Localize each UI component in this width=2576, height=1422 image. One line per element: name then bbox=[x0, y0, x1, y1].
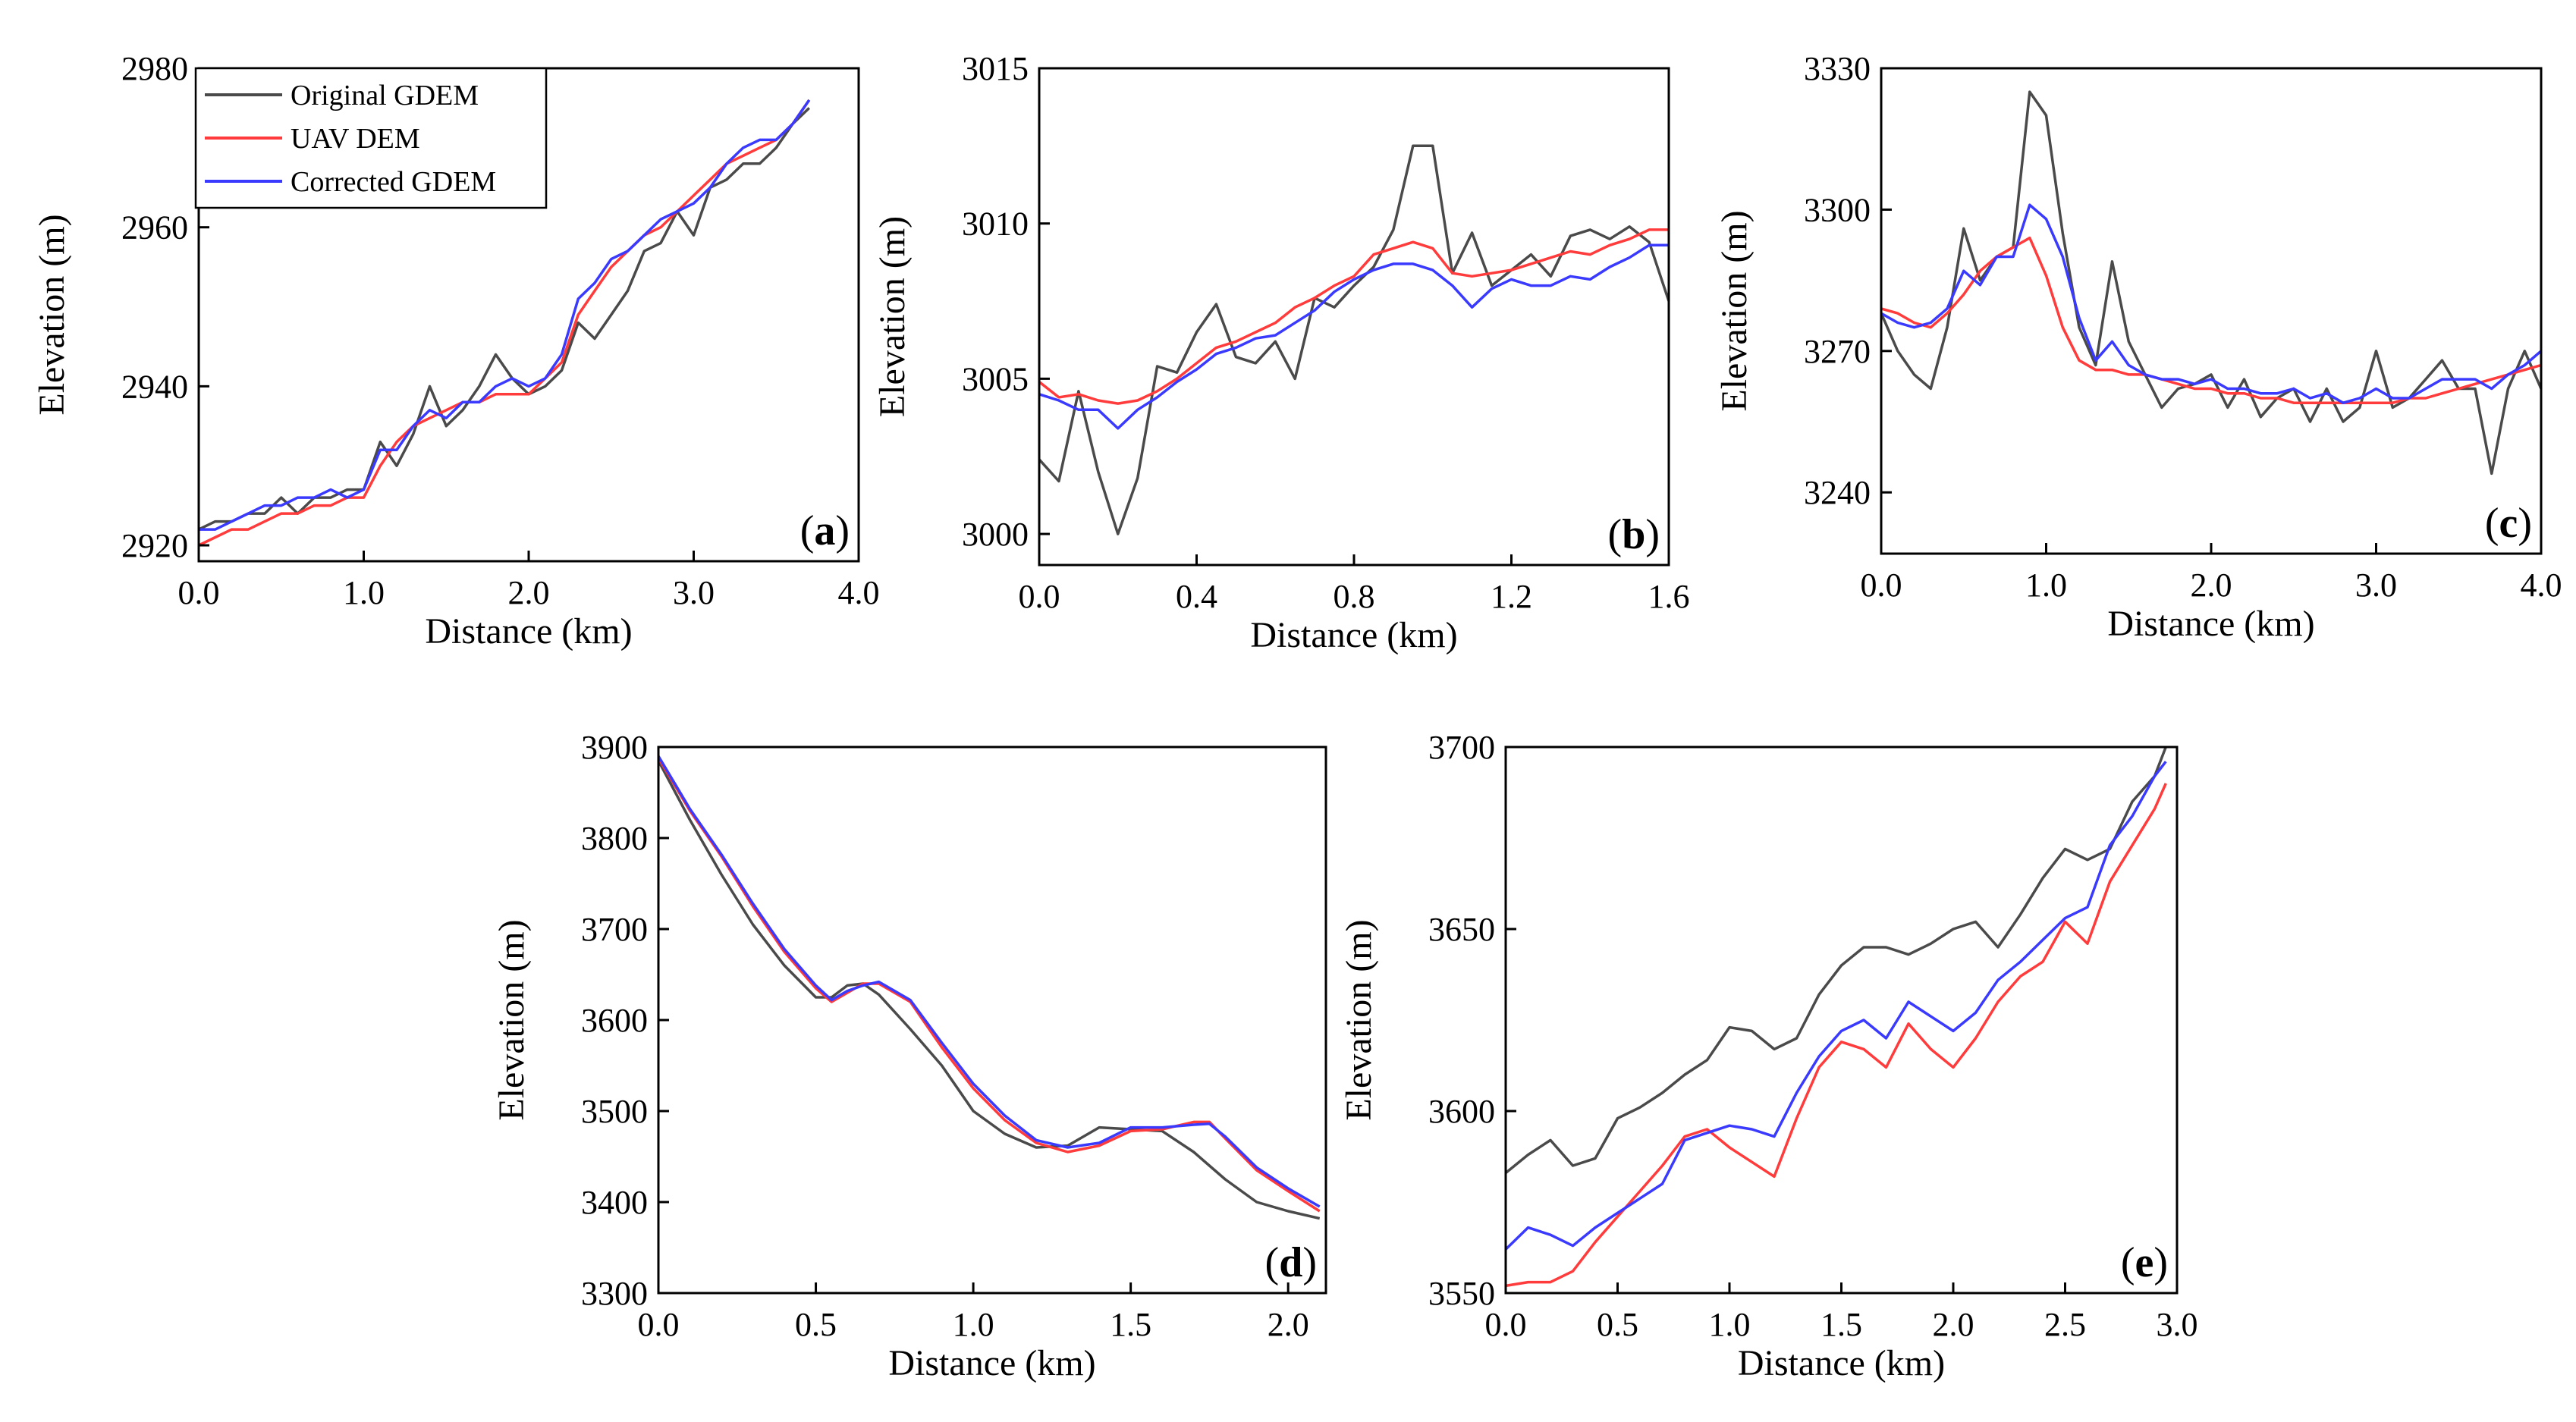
y-axis-label-d: Elevation (m) bbox=[492, 919, 532, 1120]
series-line-corrected-b bbox=[1038, 243, 1669, 430]
y-tick-label-b-0: 3000 bbox=[962, 516, 1029, 553]
x-tick-label-c-3: 3.0 bbox=[2355, 567, 2397, 604]
x-tick-label-c-1: 1.0 bbox=[2025, 567, 2067, 604]
x-axis-label-c: Distance (km) bbox=[2107, 604, 2314, 644]
chart-panel-d: 0.0 0.5 1.0 1.5 2.0 3300 3400 3500 3600 3700 3800 3… bbox=[492, 729, 1327, 1383]
series-line-corrected-c bbox=[1880, 203, 2543, 404]
y-tick-label-c-0: 3240 bbox=[1804, 474, 1871, 511]
legend-label-original: Original GDEM bbox=[291, 80, 479, 111]
series-line-corrected-d bbox=[657, 755, 1321, 1208]
panel-label-a: (a) bbox=[800, 507, 850, 554]
x-tick-label-b-1: 0.4 bbox=[1176, 578, 1217, 615]
x-tick-label-b-0: 0.0 bbox=[1019, 578, 1060, 615]
y-tick-label-d-5: 3800 bbox=[581, 820, 648, 857]
y-tick-label-c-2: 3300 bbox=[1804, 191, 1871, 228]
y-tick-label-d-1: 3400 bbox=[581, 1184, 648, 1221]
x-tick-label-a-2: 2.0 bbox=[508, 574, 550, 611]
chart-panel-a: 0.0 1.0 2.0 3.0 4.0 2920 2940 2960 2980 Distance … bbox=[32, 50, 880, 651]
x-tick-label-b-2: 0.8 bbox=[1334, 578, 1375, 615]
chart-panel-b: 0.0 0.4 0.8 1.2 1.6 3000 3005 3010 3015 Distance … bbox=[872, 50, 1690, 655]
x-tick-label-e-4: 2.0 bbox=[1933, 1306, 1974, 1343]
x-tick-label-b-4: 1.6 bbox=[1648, 578, 1690, 615]
chart-panel-e: 0.0 0.5 1.0 1.5 2.0 2.5 3.0 3550 3600 3650 3700 Dis… bbox=[1339, 729, 2198, 1383]
x-axis-label-b: Distance (km) bbox=[1250, 615, 1457, 655]
x-tick-label-c-2: 2.0 bbox=[2191, 567, 2232, 604]
x-tick-label-e-3: 1.5 bbox=[1820, 1306, 1862, 1343]
x-tick-label-d-4: 2.0 bbox=[1268, 1306, 1309, 1343]
y-tick-label-c-1: 3270 bbox=[1804, 333, 1871, 370]
series-line-corrected-e bbox=[1504, 761, 2167, 1251]
y-tick-label-d-0: 3300 bbox=[581, 1275, 648, 1312]
y-tick-label-d-4: 3700 bbox=[581, 911, 648, 948]
y-tick-label-b-2: 3010 bbox=[962, 206, 1029, 243]
x-tick-label-a-1: 1.0 bbox=[343, 574, 385, 611]
series-line-uav-c bbox=[1880, 236, 2542, 404]
series-line-uav-e bbox=[1505, 783, 2167, 1288]
x-tick-label-b-3: 1.2 bbox=[1491, 578, 1532, 615]
y-tick-label-d-2: 3500 bbox=[581, 1093, 648, 1130]
y-tick-label-a-2: 2960 bbox=[121, 209, 188, 246]
series-line-uav-a bbox=[198, 99, 811, 547]
y-tick-label-e-2: 3650 bbox=[1428, 911, 1495, 948]
y-tick-label-a-3: 2980 bbox=[121, 50, 188, 87]
y-tick-label-e-1: 3600 bbox=[1428, 1093, 1495, 1130]
x-tick-label-e-0: 0.0 bbox=[1485, 1306, 1527, 1343]
y-axis-label-c: Elevation (m) bbox=[1714, 210, 1755, 411]
panel-label-c: (c) bbox=[2485, 500, 2532, 547]
panel-label-e: (e) bbox=[2121, 1239, 2168, 1286]
legend-label-corrected: Corrected GDEM bbox=[291, 166, 496, 198]
x-tick-label-e-6: 3.0 bbox=[2157, 1306, 2198, 1343]
x-tick-label-a-0: 0.0 bbox=[178, 574, 220, 611]
y-tick-label-c-3: 3330 bbox=[1804, 50, 1871, 87]
legend-label-uav: UAV DEM bbox=[291, 123, 420, 155]
x-tick-label-d-2: 1.0 bbox=[953, 1306, 994, 1343]
series-line-original-b bbox=[1038, 144, 1670, 535]
x-tick-label-e-2: 1.0 bbox=[1709, 1306, 1751, 1343]
y-tick-label-b-3: 3015 bbox=[962, 50, 1029, 87]
chart-panel-c: 0.0 1.0 2.0 3.0 4.0 3240 3270 3300 3330 Distance … bbox=[1714, 50, 2562, 644]
panel-label-b: (b) bbox=[1608, 511, 1660, 558]
y-axis-label-a: Elevation (m) bbox=[32, 214, 72, 415]
x-tick-label-a-4: 4.0 bbox=[838, 574, 880, 611]
x-tick-label-d-0: 0.0 bbox=[638, 1306, 680, 1343]
y-tick-label-d-6: 3900 bbox=[581, 729, 648, 766]
x-axis-label-e: Distance (km) bbox=[1738, 1343, 1945, 1383]
y-axis-label-b: Elevation (m) bbox=[872, 216, 913, 417]
x-tick-label-d-3: 1.5 bbox=[1110, 1306, 1151, 1343]
y-tick-label-a-1: 2940 bbox=[121, 368, 188, 405]
series-line-corrected-a bbox=[199, 99, 811, 531]
y-tick-label-b-1: 3005 bbox=[962, 360, 1029, 397]
x-axis-label-a: Distance (km) bbox=[425, 611, 632, 651]
y-tick-label-d-3: 3600 bbox=[581, 1002, 648, 1039]
x-tick-label-d-1: 0.5 bbox=[795, 1306, 837, 1343]
series-line-uav-b bbox=[1038, 228, 1669, 405]
panel-label-d: (d) bbox=[1265, 1239, 1317, 1286]
series-line-original-e bbox=[1504, 746, 2167, 1174]
x-tick-label-c-4: 4.0 bbox=[2521, 567, 2562, 604]
x-tick-label-e-5: 2.5 bbox=[2044, 1306, 2086, 1343]
x-tick-label-e-1: 0.5 bbox=[1597, 1306, 1638, 1343]
y-tick-label-e-3: 3700 bbox=[1428, 729, 1495, 766]
y-axis-label-e: Elevation (m) bbox=[1339, 919, 1379, 1120]
x-axis-label-d: Distance (km) bbox=[888, 1343, 1095, 1383]
x-tick-label-a-3: 3.0 bbox=[673, 574, 715, 611]
y-tick-label-e-0: 3550 bbox=[1428, 1275, 1495, 1312]
x-tick-label-c-0: 0.0 bbox=[1861, 567, 1902, 604]
series-line-original-d bbox=[657, 760, 1321, 1220]
legend: Original GDEM UAV DEM Corrected GDEM bbox=[194, 67, 548, 209]
y-tick-label-a-0: 2920 bbox=[121, 527, 188, 564]
series-line-uav-d bbox=[657, 757, 1321, 1213]
